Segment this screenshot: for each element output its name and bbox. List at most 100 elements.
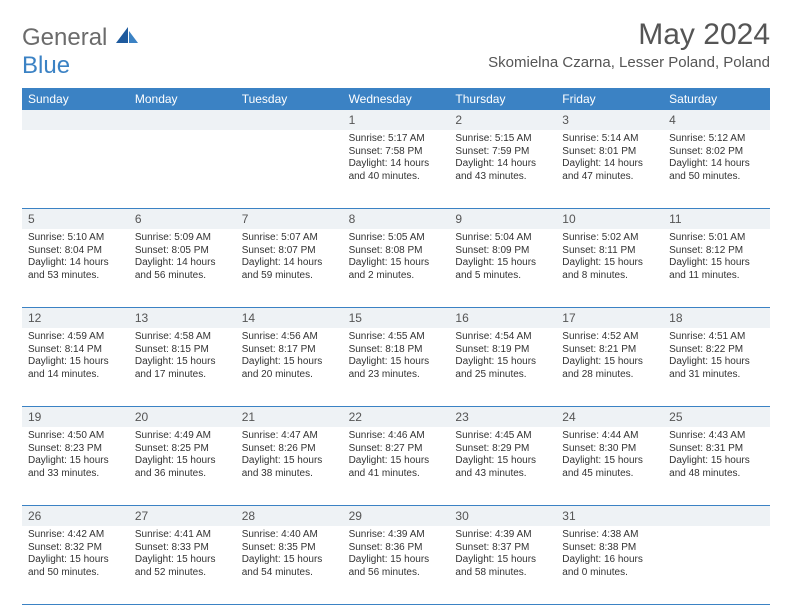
daylight-text: and 5 minutes. <box>455 270 550 283</box>
sunset-text: Sunset: 8:18 PM <box>349 344 444 357</box>
sunset-text: Sunset: 8:37 PM <box>455 542 550 555</box>
day-number: 3 <box>556 110 663 130</box>
sunset-text: Sunset: 8:35 PM <box>242 542 337 555</box>
sunset-text: Sunset: 8:22 PM <box>669 344 764 357</box>
calendar-cell: Sunrise: 5:04 AMSunset: 8:09 PMDaylight:… <box>449 229 556 307</box>
day-number: 17 <box>556 308 663 328</box>
daylight-text: Daylight: 15 hours <box>242 554 337 567</box>
daylight-text: and 54 minutes. <box>242 567 337 580</box>
calendar-cell: Sunrise: 5:01 AMSunset: 8:12 PMDaylight:… <box>663 229 770 307</box>
sunset-text: Sunset: 8:15 PM <box>135 344 230 357</box>
week-group: 262728293031Sunrise: 4:42 AMSunset: 8:32… <box>22 506 770 605</box>
daylight-text: Daylight: 15 hours <box>455 554 550 567</box>
day-number: 4 <box>663 110 770 130</box>
sunrise-text: Sunrise: 4:45 AM <box>455 430 550 443</box>
sunset-text: Sunset: 8:05 PM <box>135 245 230 258</box>
sunset-text: Sunset: 7:58 PM <box>349 146 444 159</box>
calendar-cell: Sunrise: 4:58 AMSunset: 8:15 PMDaylight:… <box>129 328 236 406</box>
calendar-cell <box>663 526 770 604</box>
calendar-cell: Sunrise: 4:46 AMSunset: 8:27 PMDaylight:… <box>343 427 450 505</box>
sunrise-text: Sunrise: 4:50 AM <box>28 430 123 443</box>
sunset-text: Sunset: 8:29 PM <box>455 443 550 456</box>
sunrise-text: Sunrise: 4:56 AM <box>242 331 337 344</box>
day-number: 8 <box>343 209 450 229</box>
sunrise-text: Sunrise: 4:42 AM <box>28 529 123 542</box>
day-number <box>22 110 129 130</box>
calendar-cell <box>22 130 129 208</box>
logo-text-a: General <box>22 24 107 51</box>
calendar-cell: Sunrise: 4:45 AMSunset: 8:29 PMDaylight:… <box>449 427 556 505</box>
sunset-text: Sunset: 8:23 PM <box>28 443 123 456</box>
week-row: Sunrise: 4:50 AMSunset: 8:23 PM Daylight:… <box>22 427 770 506</box>
daylight-text: and 20 minutes. <box>242 369 337 382</box>
day-number: 16 <box>449 308 556 328</box>
sunset-text: Sunset: 8:31 PM <box>669 443 764 456</box>
day-header: Thursday <box>449 88 556 110</box>
day-number: 7 <box>236 209 343 229</box>
sunset-text: Sunset: 8:25 PM <box>135 443 230 456</box>
week-row: Sunrise: 5:17 AMSunset: 7:58 PMDaylight:… <box>22 130 770 209</box>
daylight-text: and 58 minutes. <box>455 567 550 580</box>
day-number: 23 <box>449 407 556 427</box>
day-header: Monday <box>129 88 236 110</box>
sunset-text: Sunset: 8:33 PM <box>135 542 230 555</box>
sunrise-text: Sunrise: 5:04 AM <box>455 232 550 245</box>
daylight-text: Daylight: 15 hours <box>135 455 230 468</box>
sunset-text: Sunset: 8:30 PM <box>562 443 657 456</box>
weeks-container: 1234Sunrise: 5:17 AMSunset: 7:58 PMDayli… <box>22 110 770 605</box>
week-group: 12131415161718Sunrise: 4:59 AMSunset: 8:… <box>22 308 770 407</box>
daylight-text: Daylight: 14 hours <box>669 158 764 171</box>
daylight-text: and 56 minutes. <box>349 567 444 580</box>
calendar-cell: Sunrise: 5:14 AMSunset: 8:01 PMDaylight:… <box>556 130 663 208</box>
day-number: 24 <box>556 407 663 427</box>
logo-sail-icon <box>116 24 138 52</box>
sunset-text: Sunset: 7:59 PM <box>455 146 550 159</box>
sunrise-text: Sunrise: 4:49 AM <box>135 430 230 443</box>
calendar-cell: Sunrise: 5:15 AMSunset: 7:59 PMDaylight:… <box>449 130 556 208</box>
daylight-text: Daylight: 15 hours <box>242 455 337 468</box>
day-number: 28 <box>236 506 343 526</box>
calendar-cell: Sunrise: 4:56 AMSunset: 8:17 PMDaylight:… <box>236 328 343 406</box>
daylight-text: Daylight: 15 hours <box>349 257 444 270</box>
daylight-text: and 14 minutes. <box>28 369 123 382</box>
daylight-text: Daylight: 15 hours <box>669 356 764 369</box>
sunrise-text: Sunrise: 4:39 AM <box>455 529 550 542</box>
day-number: 2 <box>449 110 556 130</box>
calendar-cell: Sunrise: 5:12 AMSunset: 8:02 PMDaylight:… <box>663 130 770 208</box>
daylight-text: Daylight: 15 hours <box>562 455 657 468</box>
calendar-page: General Blue May 2024 Skomielna Czarna, … <box>0 0 792 615</box>
calendar: Sunday Monday Tuesday Wednesday Thursday… <box>22 88 770 605</box>
sunrise-text: Sunrise: 4:59 AM <box>28 331 123 344</box>
daylight-text: and 45 minutes. <box>562 468 657 481</box>
daylight-text: Daylight: 15 hours <box>455 356 550 369</box>
daylight-text: Daylight: 15 hours <box>135 356 230 369</box>
sunset-text: Sunset: 8:36 PM <box>349 542 444 555</box>
day-number: 31 <box>556 506 663 526</box>
logo-text: General Blue <box>22 24 138 80</box>
sunset-text: Sunset: 8:17 PM <box>242 344 337 357</box>
day-number: 13 <box>129 308 236 328</box>
day-number: 9 <box>449 209 556 229</box>
day-number: 12 <box>22 308 129 328</box>
daylight-text: and 41 minutes. <box>349 468 444 481</box>
day-number: 1 <box>343 110 450 130</box>
sunset-text: Sunset: 8:07 PM <box>242 245 337 258</box>
calendar-cell: Sunrise: 4:42 AMSunset: 8:32 PMDaylight:… <box>22 526 129 604</box>
header: General Blue May 2024 Skomielna Czarna, … <box>22 18 770 80</box>
calendar-cell: Sunrise: 4:59 AMSunset: 8:14 PMDaylight:… <box>22 328 129 406</box>
sunrise-text: Sunrise: 4:47 AM <box>242 430 337 443</box>
day-number <box>129 110 236 130</box>
sunset-text: Sunset: 8:12 PM <box>669 245 764 258</box>
daylight-text: Daylight: 15 hours <box>28 356 123 369</box>
sunrise-text: Sunrise: 4:54 AM <box>455 331 550 344</box>
day-number-row: 567891011 <box>22 209 770 229</box>
day-number: 6 <box>129 209 236 229</box>
daylight-text: and 47 minutes. <box>562 171 657 184</box>
daylight-text: and 59 minutes. <box>242 270 337 283</box>
day-number: 25 <box>663 407 770 427</box>
daylight-text: and 25 minutes. <box>455 369 550 382</box>
daylight-text: and 8 minutes. <box>562 270 657 283</box>
calendar-cell: Sunrise: 4:44 AMSunset: 8:30 PMDaylight:… <box>556 427 663 505</box>
calendar-cell: Sunrise: 5:17 AMSunset: 7:58 PMDaylight:… <box>343 130 450 208</box>
sunrise-text: Sunrise: 5:01 AM <box>669 232 764 245</box>
